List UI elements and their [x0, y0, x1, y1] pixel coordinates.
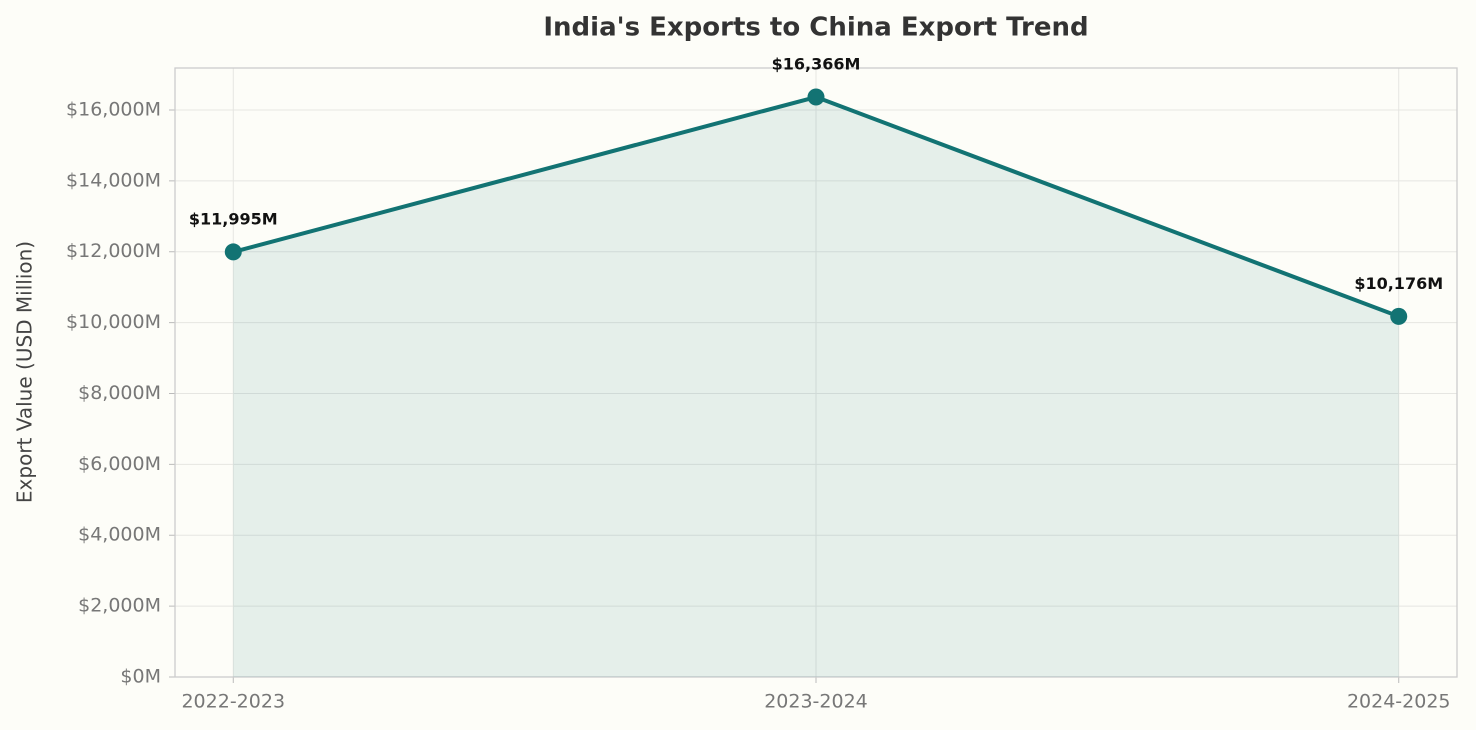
- value-label: $11,995M: [189, 209, 278, 228]
- point: [224, 243, 242, 261]
- y-axis-label: Export Value (USD Million): [13, 241, 37, 503]
- y-tick-label: $2,000M: [78, 595, 161, 617]
- point: [807, 88, 825, 106]
- plot-frame: [174, 67, 1458, 678]
- y-tick-label: $0M: [120, 666, 161, 688]
- y-tick-label: $12,000M: [66, 240, 161, 262]
- chart-title: India's Exports to China Export Trend: [543, 13, 1088, 43]
- x-tick-label: 2024-2025: [1347, 691, 1451, 713]
- y-tick-label: $10,000M: [66, 311, 161, 333]
- value-label: $16,366M: [772, 55, 861, 74]
- point: [1390, 307, 1408, 325]
- y-tick-label: $8,000M: [78, 382, 161, 404]
- y-tick-label: $16,000M: [66, 98, 161, 120]
- y-tick-label: $14,000M: [66, 169, 161, 191]
- x-tick-label: 2023-2024: [764, 691, 868, 713]
- area: [233, 97, 1399, 678]
- y-tick-label: $6,000M: [78, 453, 161, 475]
- value-label: $10,176M: [1354, 274, 1443, 293]
- x-tick-label: 2022-2023: [181, 691, 285, 713]
- y-tick-label: $4,000M: [78, 524, 161, 546]
